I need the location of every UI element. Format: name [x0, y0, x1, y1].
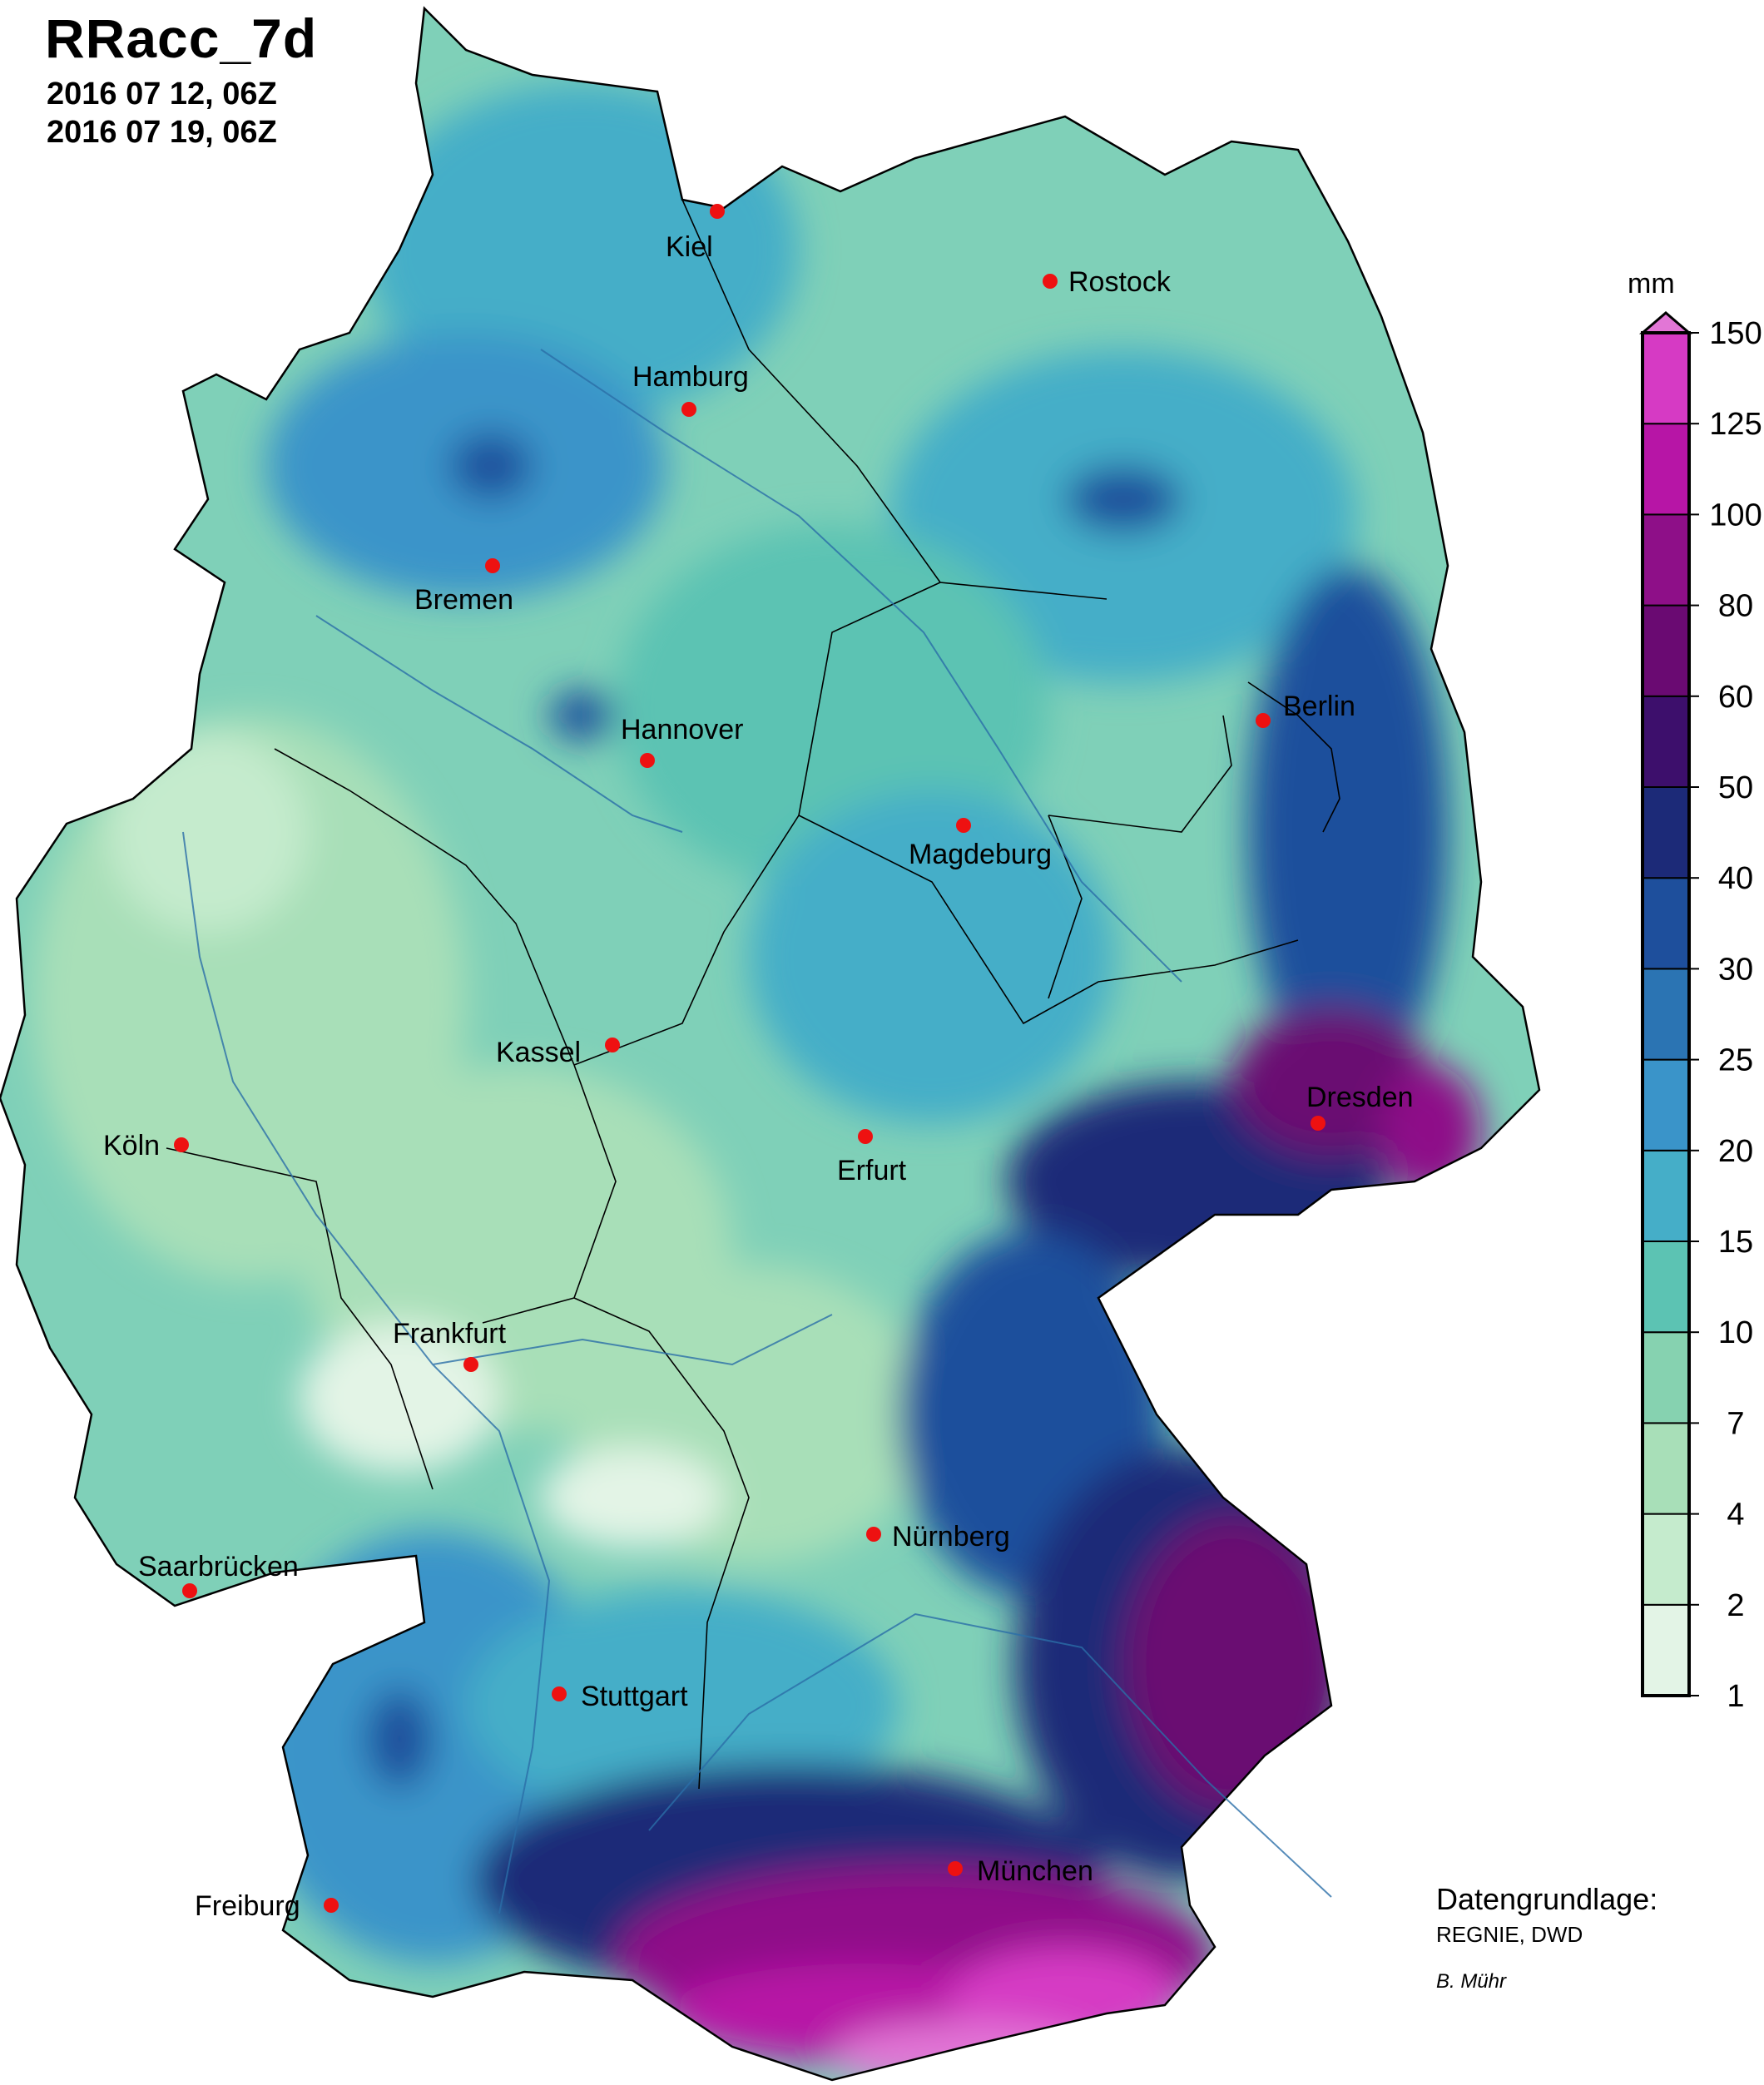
city-kiel: Kiel	[666, 204, 725, 263]
city-marker-dot	[485, 558, 500, 573]
colorbar-segment	[1642, 332, 1690, 425]
city-label: Frankfurt	[393, 1318, 507, 1350]
colorbar-tick-label: 125	[1709, 407, 1762, 442]
city-label: Bremen	[414, 584, 513, 616]
precipitation-field	[0, 8, 1539, 2080]
colorbar-tick-label: 80	[1718, 589, 1753, 624]
city-nuernberg: Nürnberg	[866, 1521, 1010, 1553]
city-marker-dot	[1256, 713, 1271, 728]
colorbar-segment	[1642, 513, 1690, 607]
city-marker-dot	[182, 1583, 197, 1598]
colorbar-tick-label: 1	[1727, 1679, 1744, 1714]
city-marker-dot	[1043, 274, 1058, 289]
city-hannover: Hannover	[621, 714, 743, 768]
city-hamburg: Hamburg	[632, 361, 749, 417]
colorbar-segment	[1642, 1331, 1690, 1424]
city-marker-dot	[710, 204, 725, 219]
city-stuttgart: Stuttgart	[552, 1681, 688, 1712]
city-label: Magdeburg	[909, 839, 1052, 870]
city-marker-dot	[866, 1527, 881, 1542]
rivers	[182, 349, 1332, 1914]
colorbar-segment	[1642, 1603, 1690, 1697]
colorbar-tick-label: 150	[1709, 316, 1762, 351]
colorbar-segment	[1642, 1422, 1690, 1515]
colorbar-tick-label: 10	[1718, 1315, 1753, 1350]
colorbar-tick-label: 50	[1718, 770, 1753, 805]
map-title: RRacc_7d	[45, 7, 318, 69]
city-marker-dot	[174, 1137, 189, 1152]
city-koeln: Köln	[103, 1130, 189, 1161]
colorbar-tick-label: 2	[1727, 1588, 1744, 1623]
data-source-heading: Datengrundlage:	[1436, 1882, 1658, 1916]
colorbar-tick-label: 25	[1718, 1043, 1753, 1078]
city-marker-dot	[681, 402, 696, 417]
city-label: Kiel	[666, 231, 713, 263]
colorbar-segment	[1642, 695, 1690, 788]
colorbar-tick-label: 7	[1727, 1406, 1744, 1441]
colorbar-tick-label: 100	[1709, 498, 1762, 532]
city-label: Dresden	[1306, 1082, 1414, 1113]
colorbar-tick-label: 20	[1718, 1134, 1753, 1169]
period-end: 2016 07 19, 06Z	[47, 115, 277, 150]
city-label: Stuttgart	[581, 1681, 688, 1712]
colorbar-tick-label: 15	[1718, 1225, 1753, 1260]
city-marker-dot	[858, 1129, 873, 1144]
city-label: Hannover	[621, 714, 743, 745]
city-label: Nürnberg	[892, 1521, 1010, 1553]
city-erfurt: Erfurt	[837, 1129, 907, 1186]
colorbar-extension-arrow	[1638, 311, 1693, 334]
period-start: 2016 07 12, 06Z	[47, 77, 277, 111]
colorbar-tick-label: 40	[1718, 861, 1753, 896]
colorbar-tick-label: 4	[1727, 1498, 1744, 1533]
city-bremen: Bremen	[414, 558, 513, 616]
colorbar-segment	[1642, 1149, 1690, 1242]
city-label: Köln	[103, 1130, 160, 1161]
city-label: Erfurt	[837, 1155, 907, 1186]
city-label: Berlin	[1283, 691, 1355, 722]
city-kassel: Kassel	[496, 1037, 620, 1068]
city-magdeburg: Magdeburg	[909, 818, 1052, 870]
state-borders	[166, 199, 1340, 1790]
city-label: Freiburg	[195, 1890, 300, 1922]
city-label: Kassel	[496, 1037, 581, 1068]
precipitation-map: Kiel Rostock Hamburg Bremen Hannover Berlin Ma…	[0, 7, 1541, 2082]
colorbar-segment	[1642, 877, 1690, 970]
colorbar-segment	[1642, 604, 1690, 697]
city-marker-dot	[640, 753, 655, 768]
city-label: Rostock	[1068, 266, 1172, 298]
city-frankfurt: Frankfurt	[393, 1318, 507, 1372]
city-muenchen: München	[948, 1855, 1093, 1887]
city-dresden: Dresden	[1306, 1082, 1414, 1131]
city-label: München	[977, 1855, 1093, 1887]
data-source: REGNIE, DWD	[1436, 1922, 1583, 1947]
colorbar: 1 2 4 7 10 15 20 25 30 40 50 60 80 100 125 150	[1638, 311, 1762, 1714]
city-markers: Kiel Rostock Hamburg Bremen Hannover Berlin Ma…	[103, 204, 1414, 1922]
city-marker-dot	[605, 1038, 620, 1052]
colorbar-tick-label: 30	[1718, 952, 1753, 987]
colorbar-unit: mm	[1628, 268, 1675, 300]
colorbar-segment	[1642, 1513, 1690, 1606]
city-marker-dot	[948, 1861, 963, 1876]
city-rostock: Rostock	[1043, 266, 1172, 298]
city-freiburg: Freiburg	[195, 1890, 339, 1922]
colorbar-frame	[1641, 331, 1691, 1697]
city-berlin: Berlin	[1256, 691, 1355, 728]
city-label: Hamburg	[632, 361, 749, 393]
city-marker-dot	[463, 1357, 478, 1372]
colorbar-segment	[1642, 1058, 1690, 1151]
colorbar-segment	[1642, 968, 1690, 1061]
city-marker-dot	[324, 1898, 339, 1913]
city-label: Saarbrücken	[138, 1551, 299, 1582]
author-credit: B. Mühr	[1436, 1970, 1507, 1993]
colorbar-segment	[1642, 1241, 1690, 1334]
colorbar-tick-label: 60	[1718, 680, 1753, 715]
colorbar-segment	[1642, 423, 1690, 516]
city-marker-dot	[1311, 1116, 1325, 1131]
city-saarbruecken: Saarbrücken	[138, 1551, 299, 1598]
city-marker-dot	[552, 1686, 567, 1701]
colorbar-segment	[1642, 786, 1690, 879]
city-marker-dot	[956, 818, 971, 833]
